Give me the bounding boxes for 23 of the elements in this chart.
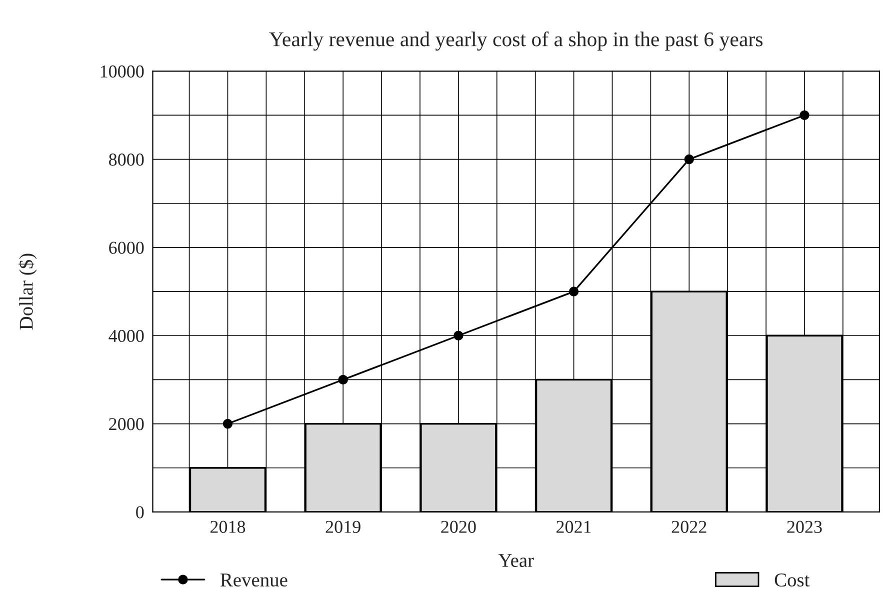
x-tick-label: 2020 [441, 520, 476, 533]
y-axis-title: Dollar ($) [18, 254, 37, 330]
point [800, 110, 810, 120]
y-tick-label: 8000 [109, 154, 144, 166]
chart-title: Yearly revenue and yearly cost of a shop in the past 6 years [269, 31, 762, 51]
legend-label: Revenue [220, 574, 288, 587]
x-tick-label: 2018 [210, 520, 246, 533]
point [338, 374, 348, 385]
point [222, 418, 233, 429]
x-tick-label: 2019 [326, 520, 360, 533]
legend-label: Cost [774, 573, 810, 587]
x-tick-label: 2023 [787, 520, 822, 533]
y-tick-label: 0 [136, 506, 144, 518]
point [568, 286, 579, 296]
y-tick-label: 6000 [109, 242, 144, 254]
x-tick-label: 2022 [672, 520, 706, 533]
point [454, 330, 464, 340]
x-axis-title: Year [498, 554, 534, 567]
x-tick-label: 2021 [556, 520, 591, 533]
y-tick-label: 2000 [109, 418, 144, 430]
point [684, 154, 694, 164]
y-tick-label: 4000 [108, 330, 144, 342]
y-tick-label: 10000 [100, 65, 144, 78]
